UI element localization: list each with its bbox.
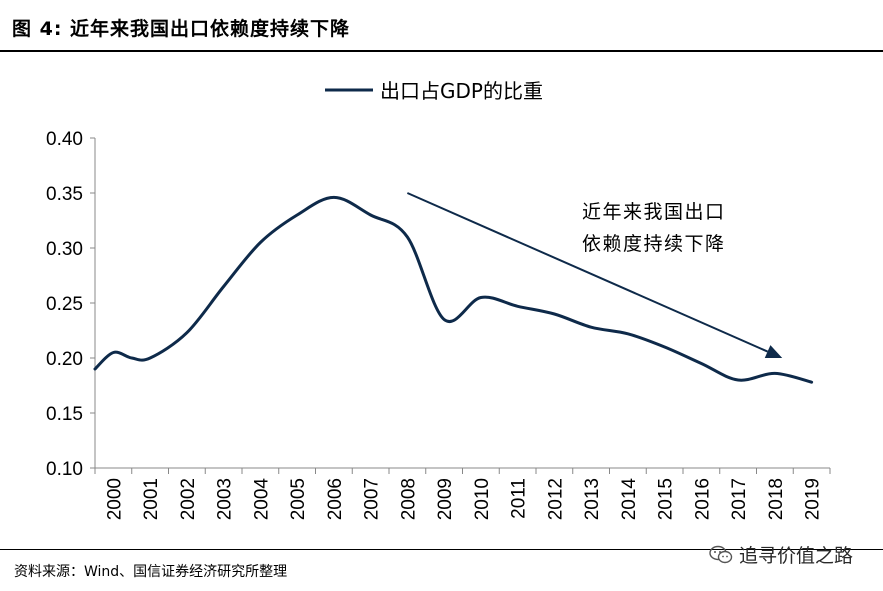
x-tick-label: 2010	[472, 478, 493, 520]
y-tick-label: 0.10	[46, 459, 83, 480]
x-tick-label: 2011	[509, 478, 530, 519]
figure-title-bar: 图 4: 近年来我国出口依赖度持续下降	[0, 0, 883, 52]
source-note: 资料来源：Wind、国信证券经济研究所整理	[14, 564, 288, 580]
x-tick-label: 2007	[362, 478, 383, 520]
y-tick-label: 0.15	[46, 404, 83, 425]
series-line-export-share	[93, 195, 814, 384]
x-tick-label: 2009	[435, 478, 456, 520]
figure-title: 图 4: 近年来我国出口依赖度持续下降	[12, 18, 351, 40]
x-tick-label: 2002	[178, 478, 199, 520]
x-tick-label: 2012	[545, 478, 566, 520]
x-tick-label: 2004	[251, 478, 272, 521]
x-tick-label: 2014	[619, 478, 640, 521]
annotation-text-line: 近年来我国出口	[582, 201, 726, 223]
x-tick-label: 2017	[729, 478, 750, 520]
annotation-text-line: 依赖度持续下降	[582, 233, 726, 255]
x-tick-label: 2019	[803, 478, 824, 520]
y-tick-label: 0.35	[46, 184, 83, 205]
x-tick-label: 2003	[215, 478, 236, 520]
y-tick-label: 0.40	[46, 129, 83, 150]
y-tick-label: 0.25	[46, 294, 83, 315]
annotation-arrow-shaft	[406, 192, 768, 353]
line-chart: 0.10 0.15 0.20 0.25 0.30 0.35 0.40 2000 2001 2002…	[46, 79, 831, 521]
x-tick-label: 2013	[582, 478, 603, 520]
y-tick-label: 0.20	[46, 349, 83, 370]
x-tick-label: 2018	[766, 478, 787, 520]
x-tick-label: 2001	[141, 478, 162, 520]
x-tick-label: 2016	[692, 478, 713, 520]
annotation-arrowhead	[764, 345, 783, 358]
watermark: 追寻价值之路	[709, 541, 853, 568]
x-tick-label: 2008	[398, 478, 419, 520]
watermark-text: 追寻价值之路	[738, 545, 853, 567]
x-tick-label: 2006	[325, 478, 346, 520]
source-divider	[0, 549, 883, 550]
legend-label: 出口占GDP的比重	[380, 79, 543, 103]
y-tick-label: 0.30	[46, 239, 83, 260]
wechat-icon	[709, 545, 733, 563]
x-tick-label: 2000	[104, 478, 125, 520]
x-tick-label: 2015	[656, 478, 677, 520]
x-tick-label: 2005	[288, 478, 309, 520]
